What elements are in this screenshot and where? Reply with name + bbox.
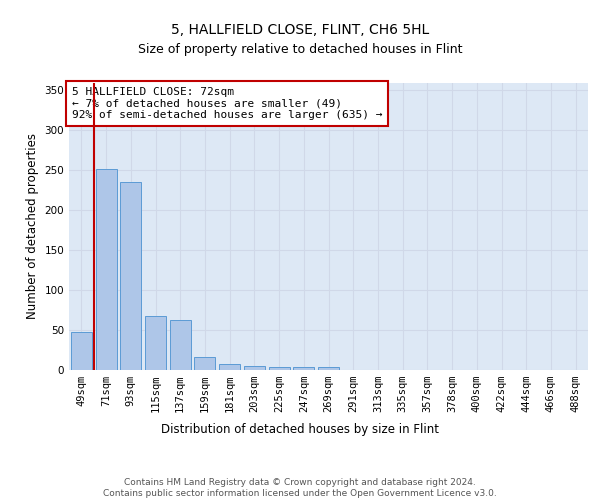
Bar	[194, 357, 215, 370]
Bar	[71, 332, 92, 370]
Text: 5, HALLFIELD CLOSE, FLINT, CH6 5HL: 5, HALLFIELD CLOSE, FLINT, CH6 5HL	[171, 22, 429, 36]
Text: Size of property relative to detached houses in Flint: Size of property relative to detached ho…	[138, 42, 462, 56]
Text: Contains HM Land Registry data © Crown copyright and database right 2024.
Contai: Contains HM Land Registry data © Crown c…	[103, 478, 497, 498]
Bar	[244, 366, 265, 370]
Bar	[293, 367, 314, 370]
Bar	[145, 316, 166, 370]
Bar	[120, 182, 141, 370]
Text: Distribution of detached houses by size in Flint: Distribution of detached houses by size …	[161, 422, 439, 436]
Bar	[170, 320, 191, 370]
Bar	[95, 169, 116, 370]
Y-axis label: Number of detached properties: Number of detached properties	[26, 133, 39, 320]
Bar	[219, 364, 240, 370]
Bar	[269, 367, 290, 370]
Bar	[318, 367, 339, 370]
Text: 5 HALLFIELD CLOSE: 72sqm
← 7% of detached houses are smaller (49)
92% of semi-de: 5 HALLFIELD CLOSE: 72sqm ← 7% of detache…	[71, 87, 382, 120]
